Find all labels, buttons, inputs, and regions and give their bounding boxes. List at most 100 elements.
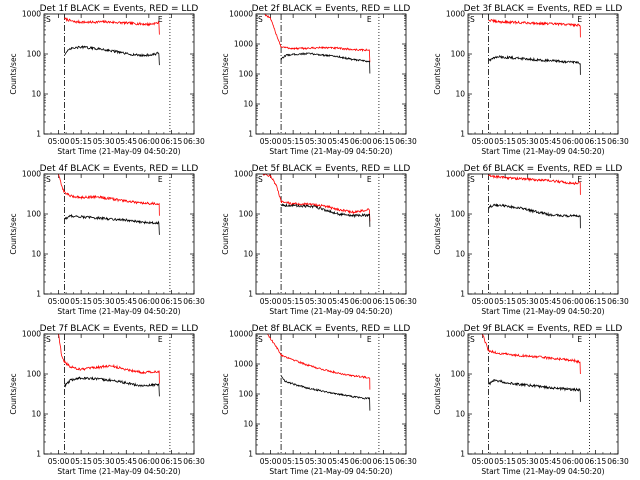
x-tick-label: 06:00 [350, 137, 372, 146]
y-tick-label: 100 [451, 50, 466, 59]
x-tick-label: 05:00 [48, 137, 70, 146]
x-axis-label: Start Time (21-May-09 04:50:20) [269, 467, 392, 476]
detector-chart: Det 6f BLACK = Events, RED = LLD Counts/s… [433, 164, 629, 316]
end-flag-label: E [367, 15, 372, 24]
y-tick-label: 10 [243, 420, 253, 429]
x-tick-label: 05:00 [260, 457, 282, 466]
plot-frame [255, 173, 407, 295]
x-tick-label: 06:15 [373, 297, 395, 306]
x-tick-label: 06:30 [395, 137, 417, 146]
events-series-line [280, 52, 371, 74]
x-tick-label: 05:30 [517, 297, 539, 306]
chart-title: Det 9f BLACK = Events, RED = LLD [464, 324, 623, 334]
y-tick-label: 100 [451, 210, 466, 219]
x-tick-label: 05:15 [70, 297, 92, 306]
x-tick-label: 06:30 [183, 137, 205, 146]
x-tick-label: 06:30 [183, 457, 205, 466]
x-tick-label: 06:00 [138, 137, 160, 146]
y-tick-label: 100 [239, 210, 254, 219]
lld-series-line [264, 13, 371, 63]
y-axis-label: Counts/sec [433, 373, 442, 414]
x-axis-label: Start Time (21-May-09 04:50:20) [57, 467, 180, 476]
x-tick-label: 06:00 [350, 457, 372, 466]
x-tick-label: 05:30 [93, 457, 115, 466]
plot-frame [43, 173, 195, 295]
plot-frame [467, 173, 619, 295]
x-tick-label: 06:30 [183, 297, 205, 306]
x-tick-label: 06:15 [585, 137, 607, 146]
x-tick-label: 06:00 [562, 137, 584, 146]
x-axis-label: Start Time (21-May-09 04:50:20) [269, 147, 392, 156]
start-flag-label: S [258, 175, 263, 184]
chart-title: Det 1f BLACK = Events, RED = LLD [40, 4, 199, 14]
y-axis-label: Counts/sec [9, 373, 18, 414]
y-tick-label: 1000 [22, 10, 41, 19]
x-tick-label: 05:30 [517, 137, 539, 146]
lld-series-line [262, 173, 371, 222]
y-tick-label: 1000 [234, 170, 253, 179]
lld-series-line [64, 17, 160, 35]
lld-series-line [58, 334, 160, 384]
x-tick-label: 05:45 [539, 457, 561, 466]
y-tick-label: 1000 [234, 40, 253, 49]
end-flag-label: E [577, 15, 582, 24]
x-tick-label: 05:15 [282, 297, 304, 306]
x-tick-label: 06:00 [138, 297, 160, 306]
plot-frame [467, 13, 619, 135]
detector-chart: Det 2f BLACK = Events, RED = LLD Counts/s… [221, 4, 417, 156]
x-tick-label: 05:30 [305, 457, 327, 466]
detector-chart: Det 5f BLACK = Events, RED = LLD Counts/s… [221, 164, 417, 316]
y-tick-label: 10 [31, 410, 41, 419]
y-tick-label: 1 [36, 290, 41, 299]
y-tick-label: 1 [248, 450, 253, 459]
x-axis-label: Start Time (21-May-09 04:50:20) [57, 147, 180, 156]
end-flag-label: E [367, 335, 372, 344]
x-tick-label: 06:15 [585, 297, 607, 306]
end-flag-label: E [367, 175, 372, 184]
y-tick-label: 10 [243, 100, 253, 109]
lld-series-line [58, 174, 160, 216]
x-tick-label: 05:45 [327, 137, 349, 146]
x-tick-label: 06:30 [395, 297, 417, 306]
plot-frame [467, 333, 619, 455]
x-tick-label: 05:30 [305, 137, 327, 146]
x-tick-label: 05:15 [494, 457, 516, 466]
x-tick-label: 05:15 [494, 137, 516, 146]
y-tick-label: 10000 [229, 330, 253, 339]
y-tick-label: 100 [451, 370, 466, 379]
y-axis-label: Counts/sec [221, 53, 230, 94]
x-tick-label: 06:15 [373, 137, 395, 146]
y-tick-label: 1 [248, 290, 253, 299]
y-tick-label: 1 [460, 450, 465, 459]
x-tick-label: 05:45 [539, 297, 561, 306]
chart-title: Det 2f BLACK = Events, RED = LLD [252, 4, 411, 14]
x-tick-label: 05:45 [539, 137, 561, 146]
x-tick-label: 05:30 [93, 137, 115, 146]
detector-chart: Det 9f BLACK = Events, RED = LLD Counts/s… [433, 324, 629, 476]
x-tick-label: 06:00 [138, 457, 160, 466]
y-tick-label: 1 [36, 130, 41, 139]
y-tick-label: 1000 [22, 170, 41, 179]
start-flag-label: S [258, 15, 263, 24]
x-tick-label: 05:00 [48, 457, 70, 466]
x-tick-label: 05:00 [472, 297, 494, 306]
x-tick-label: 05:00 [260, 137, 282, 146]
events-series-line [280, 375, 371, 411]
y-tick-label: 10 [243, 250, 253, 259]
end-flag-label: E [158, 175, 163, 184]
x-tick-label: 06:00 [562, 297, 584, 306]
start-flag-label: S [46, 335, 51, 344]
x-axis-label: Start Time (21-May-09 04:50:20) [481, 307, 604, 316]
chart-title: Det 5f BLACK = Events, RED = LLD [252, 164, 411, 174]
detector-chart: Det 8f BLACK = Events, RED = LLD Counts/s… [221, 324, 417, 476]
x-tick-label: 05:30 [93, 297, 115, 306]
start-flag-label: S [46, 175, 51, 184]
start-flag-label: S [470, 335, 475, 344]
y-tick-label: 100 [27, 50, 42, 59]
chart-title: Det 7f BLACK = Events, RED = LLD [40, 324, 199, 334]
x-tick-label: 06:00 [350, 297, 372, 306]
x-tick-label: 05:45 [327, 457, 349, 466]
start-flag-label: S [470, 175, 475, 184]
x-tick-label: 06:30 [607, 457, 629, 466]
x-axis-label: Start Time (21-May-09 04:50:20) [57, 307, 180, 316]
